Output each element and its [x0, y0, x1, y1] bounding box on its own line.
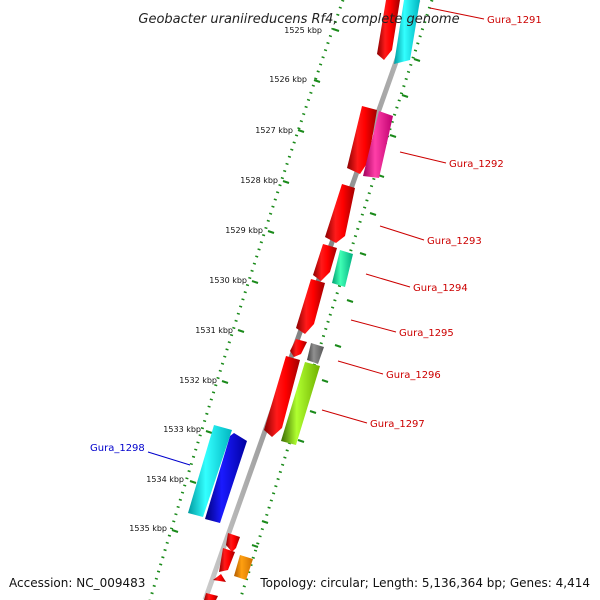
- scale-track-right: [238, 0, 434, 600]
- gene-small-3[interactable]: [234, 555, 253, 580]
- reverse-strand-genes: [188, 425, 247, 523]
- kbp-tick-labels: 1525 kbp 1526 kbp 1527 kbp 1528 kbp 1529…: [129, 26, 322, 533]
- gene-1294b-arrow[interactable]: [332, 250, 353, 287]
- gene-label-gura-1295[interactable]: Gura_1295: [399, 328, 454, 339]
- accession-text: Accession: NC_009483: [9, 576, 145, 590]
- tick-label-1529: 1529 kbp: [225, 226, 263, 235]
- gene-1295-arrow[interactable]: [296, 279, 325, 334]
- tick-label-1531: 1531 kbp: [195, 326, 233, 335]
- gene-1298-arrow[interactable]: [205, 433, 247, 523]
- gene-1293-arrow[interactable]: [325, 184, 355, 243]
- gene-label-gura-1292[interactable]: Gura_1292: [449, 159, 504, 170]
- tick-label-1530: 1530 kbp: [209, 276, 247, 285]
- tick-label-1533: 1533 kbp: [163, 425, 201, 434]
- gene-small-2[interactable]: [219, 548, 235, 572]
- gene-small-5[interactable]: [204, 593, 218, 600]
- map-title: Geobacter uraniireducens Rf4, complete g…: [138, 12, 459, 27]
- gene-1297-arrow[interactable]: [264, 356, 300, 437]
- gene-1294-arrow[interactable]: [313, 244, 337, 281]
- gene-labels: Gura_1291 Gura_1292 Gura_1293 Gura_1294 …: [90, 15, 542, 454]
- tick-label-1528: 1528 kbp: [240, 176, 278, 185]
- gene-1292b-arrow[interactable]: [363, 111, 393, 178]
- gene-1296b-arrow[interactable]: [307, 343, 324, 364]
- gene-small-4[interactable]: [213, 574, 226, 582]
- gene-1296-arrow[interactable]: [290, 339, 307, 357]
- gene-1291b-arrow[interactable]: [394, 0, 420, 64]
- gene-1298b-arrow[interactable]: [188, 425, 232, 517]
- topology-text: Topology: circular; Length: 5,136,364 bp…: [259, 576, 590, 590]
- gene-label-gura-1293[interactable]: Gura_1293: [427, 236, 482, 247]
- gene-label-leaders: [147, 7, 485, 466]
- tick-label-1526: 1526 kbp: [269, 75, 307, 84]
- tick-label-1535: 1535 kbp: [129, 524, 167, 533]
- gene-label-gura-1297[interactable]: Gura_1297: [370, 419, 425, 430]
- gene-1297b-arrow[interactable]: [281, 362, 320, 445]
- kbp-ticks: [171, 28, 421, 548]
- tick-label-1527: 1527 kbp: [255, 126, 293, 135]
- gene-label-gura-1291[interactable]: Gura_1291: [487, 15, 542, 26]
- gene-1291-arrow[interactable]: [377, 0, 400, 60]
- tick-label-1532: 1532 kbp: [179, 376, 217, 385]
- tick-label-1525: 1525 kbp: [284, 26, 322, 35]
- gene-small-1[interactable]: [226, 533, 240, 552]
- tick-label-1534: 1534 kbp: [146, 475, 184, 484]
- gene-label-gura-1294[interactable]: Gura_1294: [413, 283, 468, 294]
- gene-label-gura-1298[interactable]: Gura_1298: [90, 443, 145, 454]
- forward-strand-genes: [204, 0, 420, 600]
- gene-label-gura-1296[interactable]: Gura_1296: [386, 370, 441, 381]
- gene-1292-arrow[interactable]: [347, 106, 377, 174]
